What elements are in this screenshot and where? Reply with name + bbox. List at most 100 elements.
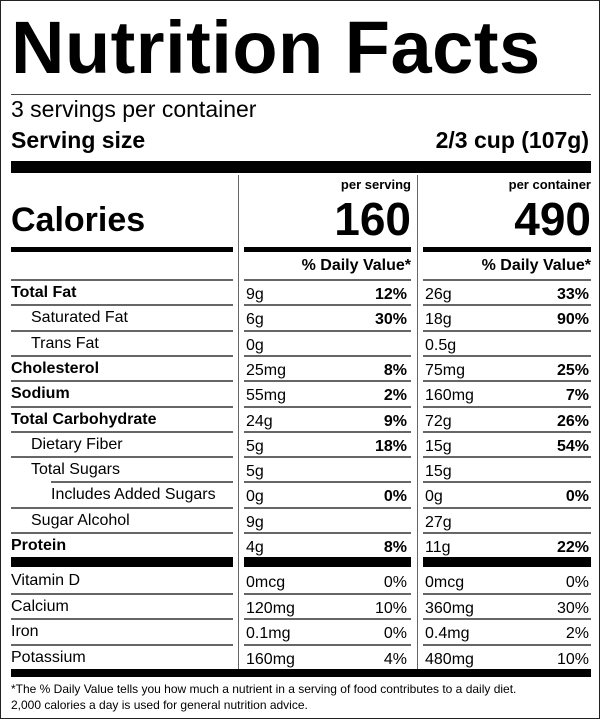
heavy-divider	[11, 557, 233, 567]
row-divider	[244, 380, 411, 382]
container-amount: 360mg	[425, 600, 474, 617]
label-title: Nutrition Facts	[11, 6, 541, 89]
row-divider	[11, 431, 233, 433]
row-divider	[423, 279, 591, 281]
serving-daily-value: 9%	[383, 413, 407, 430]
row-divider	[11, 279, 233, 281]
row-divider	[11, 593, 233, 595]
row-divider	[423, 644, 591, 646]
container-amount: 0.5g	[425, 337, 457, 354]
container-amount: 75mg	[425, 362, 466, 379]
nutrient-name: Includes Added Sugars	[51, 486, 216, 503]
serving-daily-value: 10%	[374, 600, 407, 617]
container-amount: 0g	[425, 488, 443, 505]
container-amount: 480mg	[425, 651, 474, 668]
row-divider	[423, 481, 591, 483]
row-divider	[244, 644, 411, 646]
row-divider	[244, 431, 411, 433]
serving-daily-value: 12%	[374, 286, 407, 303]
daily-value-header-serving: % Daily Value*	[301, 257, 411, 274]
row-divider	[423, 456, 591, 458]
row-divider	[244, 618, 411, 620]
container-daily-value: 0%	[565, 488, 589, 505]
nutrient-name: Saturated Fat	[31, 309, 128, 326]
serving-amount: 0g	[246, 337, 264, 354]
serving-amount: 9g	[246, 514, 264, 531]
serving-amount: 5g	[246, 438, 264, 455]
nutrient-name: Total Sugars	[31, 461, 120, 478]
medium-divider	[423, 247, 591, 252]
nutrient-name: Sodium	[11, 385, 70, 402]
vitamin-name: Potassium	[11, 649, 86, 666]
row-divider	[11, 644, 233, 646]
vitamin-name: Vitamin D	[11, 572, 81, 589]
nutrient-name: Cholesterol	[11, 360, 100, 377]
row-divider	[423, 380, 591, 382]
heavy-divider	[244, 557, 411, 567]
column-separator	[417, 175, 418, 669]
serving-amount: 4g	[246, 539, 264, 556]
container-daily-value: 25%	[556, 362, 589, 379]
serving-daily-value: 4%	[383, 651, 407, 668]
row-divider	[423, 507, 591, 509]
container-amount: 0.4mg	[425, 625, 470, 642]
per-serving-label: per serving	[340, 177, 411, 192]
serving-daily-value: 30%	[374, 311, 407, 328]
container-amount: 0mcg	[425, 574, 465, 591]
calories-per-serving: 160	[334, 193, 411, 245]
thick-divider	[11, 161, 591, 173]
serving-amount: 9g	[246, 286, 264, 303]
container-daily-value: 2%	[565, 625, 589, 642]
container-amount: 11g	[425, 539, 451, 556]
heavy-divider	[423, 557, 591, 567]
serving-daily-value: 0%	[383, 625, 407, 642]
row-divider	[423, 304, 591, 306]
row-divider	[11, 355, 233, 357]
calories-per-container: 490	[514, 193, 591, 245]
row-divider	[423, 406, 591, 408]
row-divider	[244, 304, 411, 306]
row-divider	[244, 532, 411, 534]
row-divider	[11, 507, 233, 509]
footnote-line-2: 2,000 calories a day is used for general…	[11, 698, 308, 712]
thick-divider	[11, 669, 591, 677]
serving-amount: 0.1mg	[246, 625, 291, 642]
servings-per-container: 3 servings per container	[11, 96, 257, 122]
container-amount: 18g	[425, 311, 452, 328]
vitamin-name: Iron	[11, 623, 39, 640]
row-divider	[423, 330, 591, 332]
divider	[11, 94, 591, 95]
row-divider	[11, 304, 233, 306]
serving-size-value: 2/3 cup (107g)	[435, 127, 589, 153]
nutrient-name: Protein	[11, 537, 67, 554]
row-divider	[244, 481, 411, 483]
row-divider	[11, 532, 233, 534]
row-divider	[244, 330, 411, 332]
nutrient-name: Trans Fat	[31, 335, 99, 352]
container-daily-value: 33%	[556, 286, 589, 303]
serving-size-label: Serving size	[11, 127, 146, 153]
serving-amount: 5g	[246, 463, 264, 480]
serving-size-row: Serving size 2/3 cup (107g)	[11, 126, 589, 154]
container-amount: 27g	[425, 514, 452, 531]
serving-daily-value: 8%	[383, 362, 407, 379]
nutrient-name: Sugar Alcohol	[31, 512, 130, 529]
serving-amount: 120mg	[246, 600, 295, 617]
row-divider	[51, 481, 233, 483]
container-daily-value: 30%	[556, 600, 589, 617]
container-daily-value: 0%	[565, 574, 589, 591]
serving-daily-value: 18%	[374, 438, 407, 455]
container-amount: 72g	[425, 413, 452, 430]
row-divider	[11, 456, 233, 458]
container-daily-value: 26%	[556, 413, 589, 430]
serving-amount: 160mg	[246, 651, 295, 668]
calories-label: Calories	[11, 201, 146, 239]
nutrient-name: Dietary Fiber	[31, 436, 123, 453]
row-divider	[244, 593, 411, 595]
row-divider	[423, 431, 591, 433]
container-amount: 160mg	[425, 387, 474, 404]
serving-daily-value: 0%	[383, 574, 407, 591]
row-divider	[244, 355, 411, 357]
serving-daily-value: 2%	[383, 387, 407, 404]
medium-divider	[11, 247, 233, 252]
